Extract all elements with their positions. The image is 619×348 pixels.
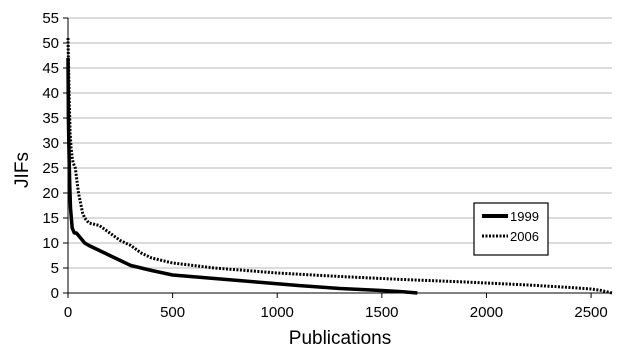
x-tick-label: 1000 [261, 304, 294, 321]
y-ticks: 0 5 10 15 20 25 30 35 40 45 50 55 [42, 10, 68, 302]
series-layer [66, 37, 613, 295]
y-tick-label: 50 [42, 35, 59, 52]
y-tick-label: 30 [42, 135, 59, 152]
y-tick-label: 10 [42, 235, 59, 252]
y-tick-label: 25 [42, 160, 59, 177]
y-tick-label: 45 [42, 60, 59, 77]
x-tick-label: 2000 [470, 304, 503, 321]
x-tick-label: 2500 [574, 304, 607, 321]
x-tick-label: 500 [160, 304, 185, 321]
y-tick-label: 20 [42, 185, 59, 202]
x-axis-title: Publications [289, 328, 391, 348]
legend-label-2006: 2006 [510, 229, 539, 244]
series-line-1999 [66, 57, 418, 295]
y-axis-title: JIFs [12, 152, 33, 188]
y-tick-label: 55 [42, 10, 59, 27]
legend: 1999 2006 [473, 202, 549, 256]
y-tick-label: 35 [42, 110, 59, 127]
y-tick-label: 0 [51, 285, 59, 302]
x-ticks: 0 500 1000 1500 2000 2500 [64, 293, 608, 321]
gridlines [68, 17, 612, 269]
legend-label-1999: 1999 [510, 209, 539, 224]
legend-box [473, 202, 549, 256]
x-tick-label: 0 [64, 304, 72, 321]
axes [67, 18, 612, 294]
y-tick-label: 15 [42, 210, 59, 227]
y-tick-label: 40 [42, 85, 59, 102]
y-tick-label: 5 [51, 260, 59, 277]
series-line-2006 [66, 37, 613, 295]
x-tick-label: 1500 [365, 304, 398, 321]
